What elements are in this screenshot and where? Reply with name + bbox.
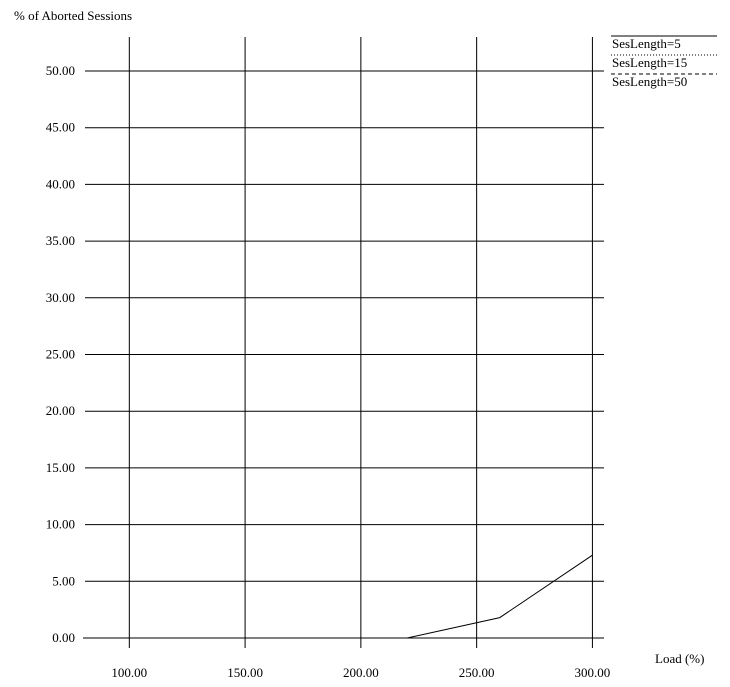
legend-label: SesLength=5 [612,36,681,51]
legend-label: SesLength=15 [612,55,687,70]
y-axis-ticks: 0.00 5.00 10.00 15.00 20.00 25.00 30.00 35.00 40… [46,63,75,645]
y-tick-label: 45.00 [46,120,75,135]
y-tick-label: 50.00 [46,63,75,78]
x-axis-label: Load (%) [655,651,704,666]
y-axis-label: % of Aborted Sessions [14,8,132,23]
x-tick-label: 300.00 [575,665,611,680]
y-tick-label: 10.00 [46,517,75,532]
y-tick-label: 5.00 [52,573,75,588]
y-tick-label: 0.00 [52,630,75,645]
x-axis-ticks: 100.00 150.00 200.00 250.00 300.00 [111,665,610,680]
x-tick-label: 100.00 [111,665,147,680]
y-tick-label: 30.00 [46,290,75,305]
y-tick-label: 20.00 [46,403,75,418]
y-tick-label: 40.00 [46,176,75,191]
y-tick-label: 15.00 [46,460,75,475]
legend-label: SesLength=50 [612,74,687,89]
legend: SesLength=5 SesLength=15 SesLength=50 [611,35,717,89]
y-tick-label: 35.00 [46,233,75,248]
series-lines [83,554,593,639]
x-tick-label: 200.00 [343,665,379,680]
series-line-1 [83,554,593,639]
grid [85,37,604,648]
y-tick-label: 25.00 [46,347,75,362]
x-tick-label: 250.00 [459,665,495,680]
x-tick-label: 150.00 [227,665,263,680]
